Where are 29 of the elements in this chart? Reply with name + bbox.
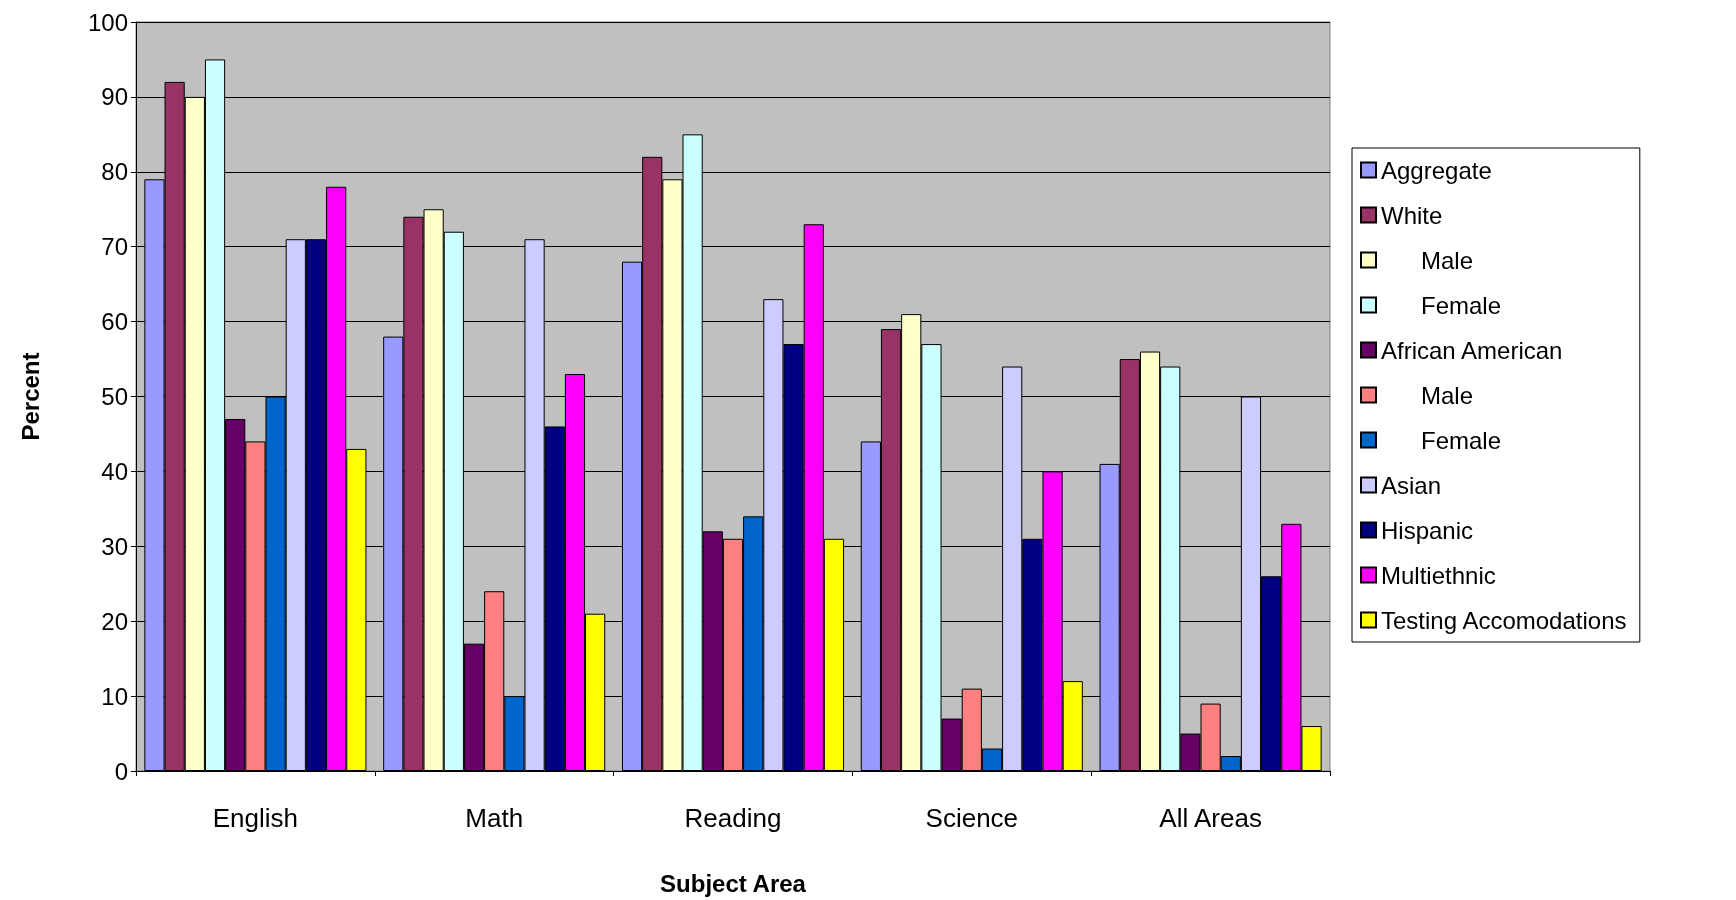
x-tick-label: Science (925, 803, 1019, 833)
x-tick-label: Reading (684, 803, 782, 833)
legend-label: White (1381, 201, 1443, 229)
legend-label: Male (1381, 381, 1474, 409)
x-tick-label: All Areas (1159, 803, 1262, 833)
y-tick-label: 40 (101, 457, 128, 485)
legend-label: Hispanic (1381, 516, 1474, 544)
legend-label: Female (1381, 291, 1502, 319)
y-axis-title: Percent (16, 352, 44, 441)
legend-label: Asian (1381, 471, 1442, 499)
legend-label: Male (1381, 246, 1474, 274)
y-tick-label: 70 (101, 233, 128, 261)
y-tick-label: 50 (101, 383, 128, 410)
legend-label: Aggregate (1381, 156, 1492, 184)
legend-label: African American (1381, 336, 1563, 364)
x-tick-label: Math (465, 803, 524, 833)
y-tick-label: 90 (101, 83, 128, 111)
legend-label: Multiethnic (1381, 561, 1496, 589)
legend-label: Testing Accomodations (1381, 606, 1627, 634)
y-tick-label: 60 (101, 308, 128, 336)
y-tick-label: 0 (114, 757, 128, 785)
y-tick-label: 80 (101, 158, 128, 186)
legend-label: Female (1381, 426, 1502, 454)
y-tick-label: 10 (101, 682, 128, 710)
x-axis-title: Subject Area (660, 869, 807, 897)
x-tick-label: English (212, 803, 299, 833)
y-tick-label: 30 (101, 532, 128, 560)
y-tick-label: 100 (87, 8, 128, 36)
y-tick-label: 20 (101, 607, 128, 635)
